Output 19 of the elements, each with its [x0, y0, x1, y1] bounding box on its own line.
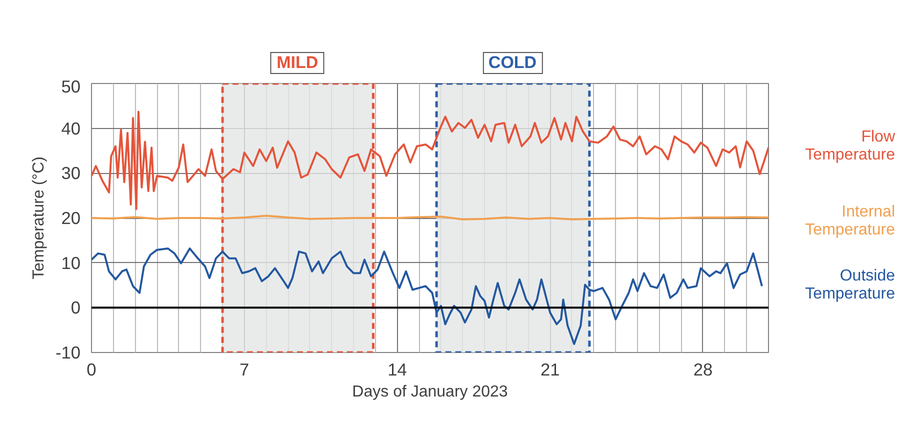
- y-tick-label: 10: [61, 252, 81, 273]
- y-tick-label: 0: [70, 298, 81, 318]
- x-tick-label: 0: [86, 360, 96, 380]
- y-tick-label: 40: [61, 118, 81, 138]
- text: Internal Temperature: [805, 203, 895, 240]
- y-tick-label: 20: [61, 208, 81, 228]
- text: Outside Temperature: [805, 267, 895, 304]
- y-axis-title: Temperature (°C): [30, 156, 48, 280]
- y-tick-label: 30: [61, 163, 81, 184]
- band-label: MILD: [270, 52, 324, 74]
- x-tick-label: 14: [388, 360, 408, 380]
- y-tick-label: -10: [55, 342, 80, 362]
- y-tick-label: 50: [61, 76, 81, 96]
- x-tick-label: 28: [693, 360, 713, 380]
- x-tick-label: 21: [540, 360, 560, 380]
- x-tick-label: 7: [240, 360, 250, 380]
- text: Flow Temperature: [805, 128, 895, 166]
- x-axis-title: Days of January 2023: [352, 384, 508, 400]
- band-label: COLD: [482, 52, 543, 74]
